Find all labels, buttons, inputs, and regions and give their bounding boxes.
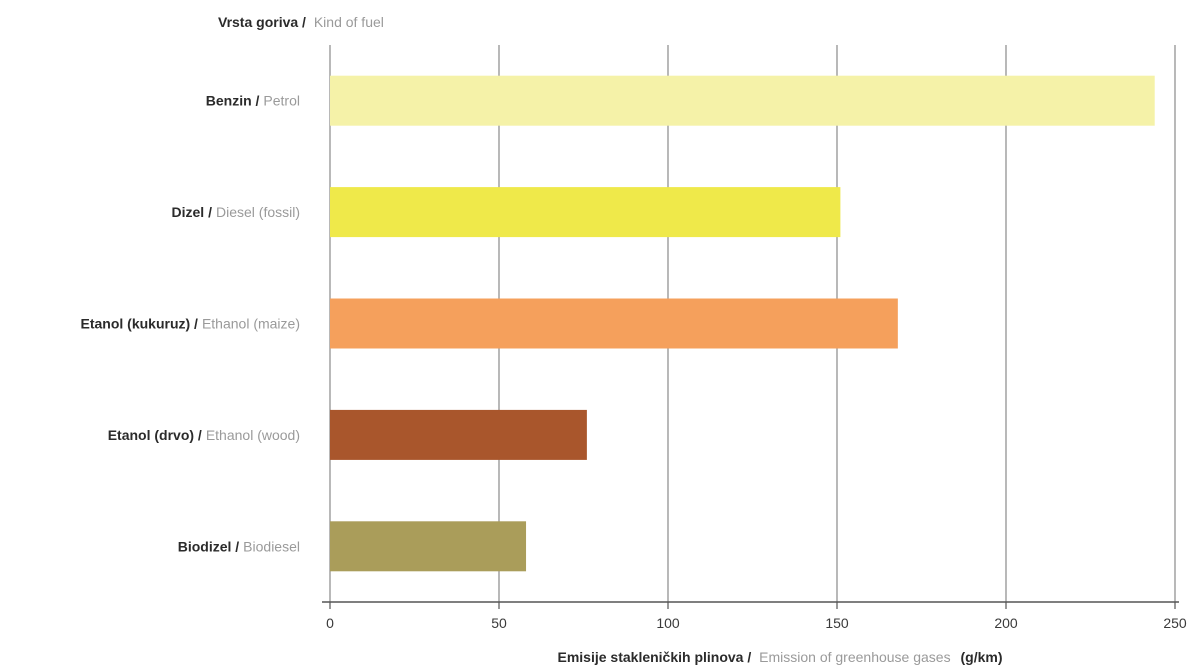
category-label-main: Dizel / — [172, 204, 213, 220]
category-label-main: Biodizel / — [178, 538, 240, 554]
x-axis-title-unit: (g/km) — [960, 649, 1002, 665]
category-label: Benzin / Petrol — [206, 93, 300, 109]
x-tick-label: 250 — [1163, 615, 1187, 631]
category-label-sub: Ethanol (wood) — [206, 427, 300, 443]
category-label-main: Etanol (kukuruz) / — [81, 316, 199, 332]
category-label-main: Etanol (drvo) / — [108, 427, 202, 443]
y-axis-title-sub: Kind of fuel — [314, 14, 384, 30]
bars — [330, 75, 1155, 572]
category-label-sub: Biodiesel — [243, 538, 300, 554]
category-label: Dizel / Diesel (fossil) — [172, 204, 300, 220]
x-axis: 0 50 100 150 200 250 — [322, 601, 1187, 631]
bar — [330, 187, 841, 238]
x-axis-title: Emisije stakleničkih plinova / Emission … — [558, 649, 1003, 665]
x-tick-label: 150 — [825, 615, 849, 631]
x-tick-label: 50 — [491, 615, 507, 631]
x-axis-title-main: Emisije stakleničkih plinova / — [558, 649, 752, 665]
category-label-main: Benzin / — [206, 93, 260, 109]
y-axis-title: Vrsta goriva / Kind of fuel — [218, 14, 384, 30]
bar — [330, 75, 1155, 126]
x-tick-label: 100 — [656, 615, 680, 631]
x-axis-title-sub: Emission of greenhouse gases — [759, 649, 950, 665]
category-label-sub: Diesel (fossil) — [216, 204, 300, 220]
category-label: Etanol (drvo) / Ethanol (wood) — [108, 427, 300, 443]
x-tick-label: 0 — [326, 615, 334, 631]
category-label-sub: Petrol — [263, 93, 300, 109]
category-label-sub: Ethanol (maize) — [202, 316, 300, 332]
bar — [330, 521, 527, 572]
bar — [330, 409, 587, 460]
x-tick-label: 200 — [994, 615, 1018, 631]
bar — [330, 298, 898, 349]
y-axis-title-main: Vrsta goriva / — [218, 14, 306, 30]
category-label: Biodizel / Biodiesel — [178, 538, 300, 554]
category-label: Etanol (kukuruz) / Ethanol (maize) — [81, 316, 301, 332]
category-labels: Benzin / Petrol Dizel / Diesel (fossil) Etan… — [81, 93, 301, 555]
